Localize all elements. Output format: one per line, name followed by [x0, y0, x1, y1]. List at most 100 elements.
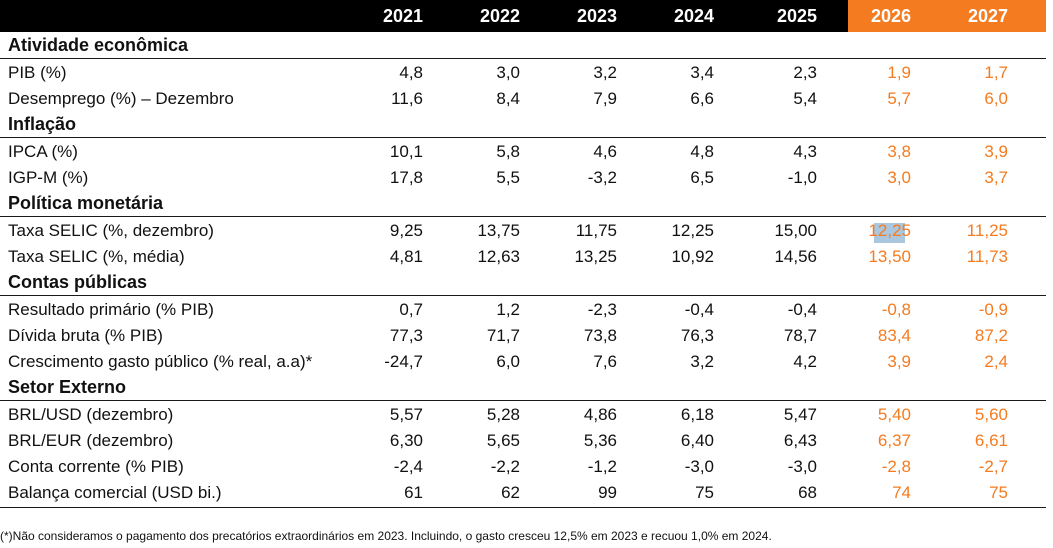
section-header: Atividade econômica — [0, 32, 1046, 59]
value-cell-2024: -0,4 — [684, 300, 714, 319]
value-cell-2026: 3,9 — [887, 352, 911, 371]
row-label: BRL/EUR (dezembro) — [8, 431, 174, 450]
value-cell-2022: 1,2 — [496, 300, 520, 319]
value-cell-2024: 12,25 — [671, 221, 714, 240]
value-cell-2027: 6,0 — [984, 89, 1008, 108]
value-cell-2021: 5,57 — [389, 405, 423, 424]
section-title: Contas públicas — [8, 272, 148, 292]
table-row: Conta corrente (% PIB) -2,4 -2,2 -1,2 -3,0 -3… — [0, 453, 1046, 479]
value-cell-2022: 5,8 — [496, 142, 520, 161]
row-label: Conta corrente (% PIB) — [8, 457, 184, 476]
value-cell-2027: 3,9 — [984, 142, 1008, 161]
value-cell-2022: 5,5 — [496, 168, 520, 187]
value-cell-2023: 3,2 — [593, 63, 617, 82]
value-cell-2027: 75 — [989, 483, 1008, 502]
value-cell-2023: 11,75 — [575, 221, 617, 240]
value-cell-2023: 7,9 — [593, 89, 617, 108]
value-cell-2023: 13,25 — [574, 247, 617, 266]
section-header: Inflação — [0, 111, 1046, 138]
value-cell-2023: 7,6 — [593, 352, 617, 371]
year-header-2026: 2026 — [848, 0, 942, 32]
value-cell-2022: 8,4 — [496, 89, 520, 108]
value-cell-2025: 4,2 — [793, 352, 817, 371]
year-header-2025: 2025 — [776, 6, 817, 26]
value-cell-2022: 6,0 — [496, 352, 520, 371]
value-cell-2023: 4,6 — [593, 142, 617, 161]
value-cell-2021: 17,8 — [389, 168, 423, 187]
value-cell-2027: 11,25 — [966, 221, 1008, 240]
table-row: Resultado primário (% PIB) 0,7 1,2 -2,3 -0,4… — [0, 296, 1046, 322]
row-label: PIB (%) — [8, 63, 67, 82]
value-cell-2026: 1,9 — [887, 63, 911, 82]
section-title: Inflação — [8, 114, 77, 134]
value-cell-2022: -2,2 — [490, 457, 520, 476]
year-header-2023: 2023 — [576, 6, 617, 26]
value-cell-2024: 6,5 — [690, 168, 714, 187]
value-cell-2022: 3,0 — [496, 63, 520, 82]
year-header-2024: 2024 — [673, 6, 714, 26]
value-cell-2022: 5,65 — [486, 431, 520, 450]
table-row: IPCA (%) 10,1 5,8 4,6 4,8 4,3 3,8 3,9 — [0, 138, 1046, 164]
value-cell-2026: 83,4 — [877, 326, 911, 345]
row-label: Balança comercial (USD bi.) — [8, 483, 222, 502]
value-cell-2026: 3,8 — [887, 142, 911, 161]
value-cell-2026: -0,8 — [881, 300, 911, 319]
value-cell-2023: 5,36 — [583, 431, 617, 450]
section-header: Contas públicas — [0, 269, 1046, 296]
row-label: Desemprego (%) – Dezembro — [8, 89, 234, 108]
value-cell-2026: 6,37 — [877, 431, 911, 450]
value-cell-2022: 71,7 — [486, 326, 520, 345]
value-cell-2023: -2,3 — [587, 300, 617, 319]
table-row: BRL/EUR (dezembro) 6,30 5,65 5,36 6,40 6,43 6,… — [0, 427, 1046, 453]
value-cell-2026: 5,7 — [887, 89, 911, 108]
value-cell-2027: 5,60 — [974, 405, 1008, 424]
value-cell-2021: 4,8 — [399, 63, 423, 82]
value-cell-2027: -2,7 — [978, 457, 1008, 476]
forecast-table: 2021 2022 2023 2024 2025 2026 2027 Atividade ec… — [0, 0, 1046, 508]
value-cell-2025: 5,47 — [783, 405, 817, 424]
section-header: Política monetária — [0, 190, 1046, 217]
value-cell-2021: 11,6 — [391, 89, 423, 108]
value-cell-2025: 68 — [798, 483, 817, 502]
value-cell-2026: -2,8 — [881, 457, 911, 476]
value-cell-2027: -0,9 — [978, 300, 1008, 319]
table-row: IGP-M (%) 17,8 5,5 -3,2 6,5 -1,0 3,0 3,7 — [0, 164, 1046, 190]
value-cell-2021: -24,7 — [384, 352, 423, 371]
value-cell-2024: 76,3 — [680, 326, 714, 345]
value-cell-2024: -3,0 — [684, 457, 714, 476]
value-cell-2024: 6,6 — [690, 89, 714, 108]
text-selection-highlight — [874, 223, 905, 243]
footnote: (*)Não consideramos o pagamento dos prec… — [0, 529, 772, 543]
value-cell-2023: 4,86 — [583, 405, 617, 424]
value-cell-2021: 77,3 — [389, 326, 423, 345]
value-cell-2025: 4,3 — [793, 142, 817, 161]
row-label: Crescimento gasto público (% real, a.a)* — [8, 352, 313, 371]
value-cell-2025: 5,4 — [793, 89, 817, 108]
row-label: Resultado primário (% PIB) — [8, 300, 214, 319]
value-cell-2024: 75 — [695, 483, 714, 502]
section-title: Setor Externo — [8, 377, 127, 397]
value-cell-2024: 6,18 — [680, 405, 714, 424]
value-cell-2024: 3,4 — [690, 63, 714, 82]
year-header-2027: 2027 — [942, 0, 1046, 32]
value-cell-2025: 78,7 — [783, 326, 817, 345]
value-cell-2021: 4,81 — [389, 247, 423, 266]
value-cell-2024: 10,92 — [671, 247, 714, 266]
table-row: BRL/USD (dezembro) 5,57 5,28 4,86 6,18 5,47 5,… — [0, 401, 1046, 427]
section-title: Atividade econômica — [8, 35, 189, 55]
table-row: PIB (%) 4,8 3,0 3,2 3,4 2,3 1,9 1,7 — [0, 59, 1046, 85]
section-header: Setor Externo — [0, 374, 1046, 401]
value-cell-2027: 1,7 — [984, 63, 1008, 82]
value-cell-2026: 74 — [892, 483, 911, 502]
value-cell-2027: 11,73 — [966, 247, 1008, 266]
table-row: Dívida bruta (% PIB) 77,3 71,7 73,8 76,3 78,7… — [0, 322, 1046, 348]
value-cell-2023: -3,2 — [587, 168, 617, 187]
table-row: Balança comercial (USD bi.) 61 62 99 75 68 74 7… — [0, 479, 1046, 505]
value-cell-2027: 6,61 — [974, 431, 1008, 450]
value-cell-2021: 9,25 — [389, 221, 423, 240]
value-cell-2026: 12,25 — [868, 221, 911, 240]
value-cell-2026: 5,40 — [877, 405, 911, 424]
table-row: Crescimento gasto público (% real, a.a)*… — [0, 348, 1046, 374]
value-cell-2024: 6,40 — [680, 431, 714, 450]
value-cell-2021: 10,1 — [389, 142, 423, 161]
